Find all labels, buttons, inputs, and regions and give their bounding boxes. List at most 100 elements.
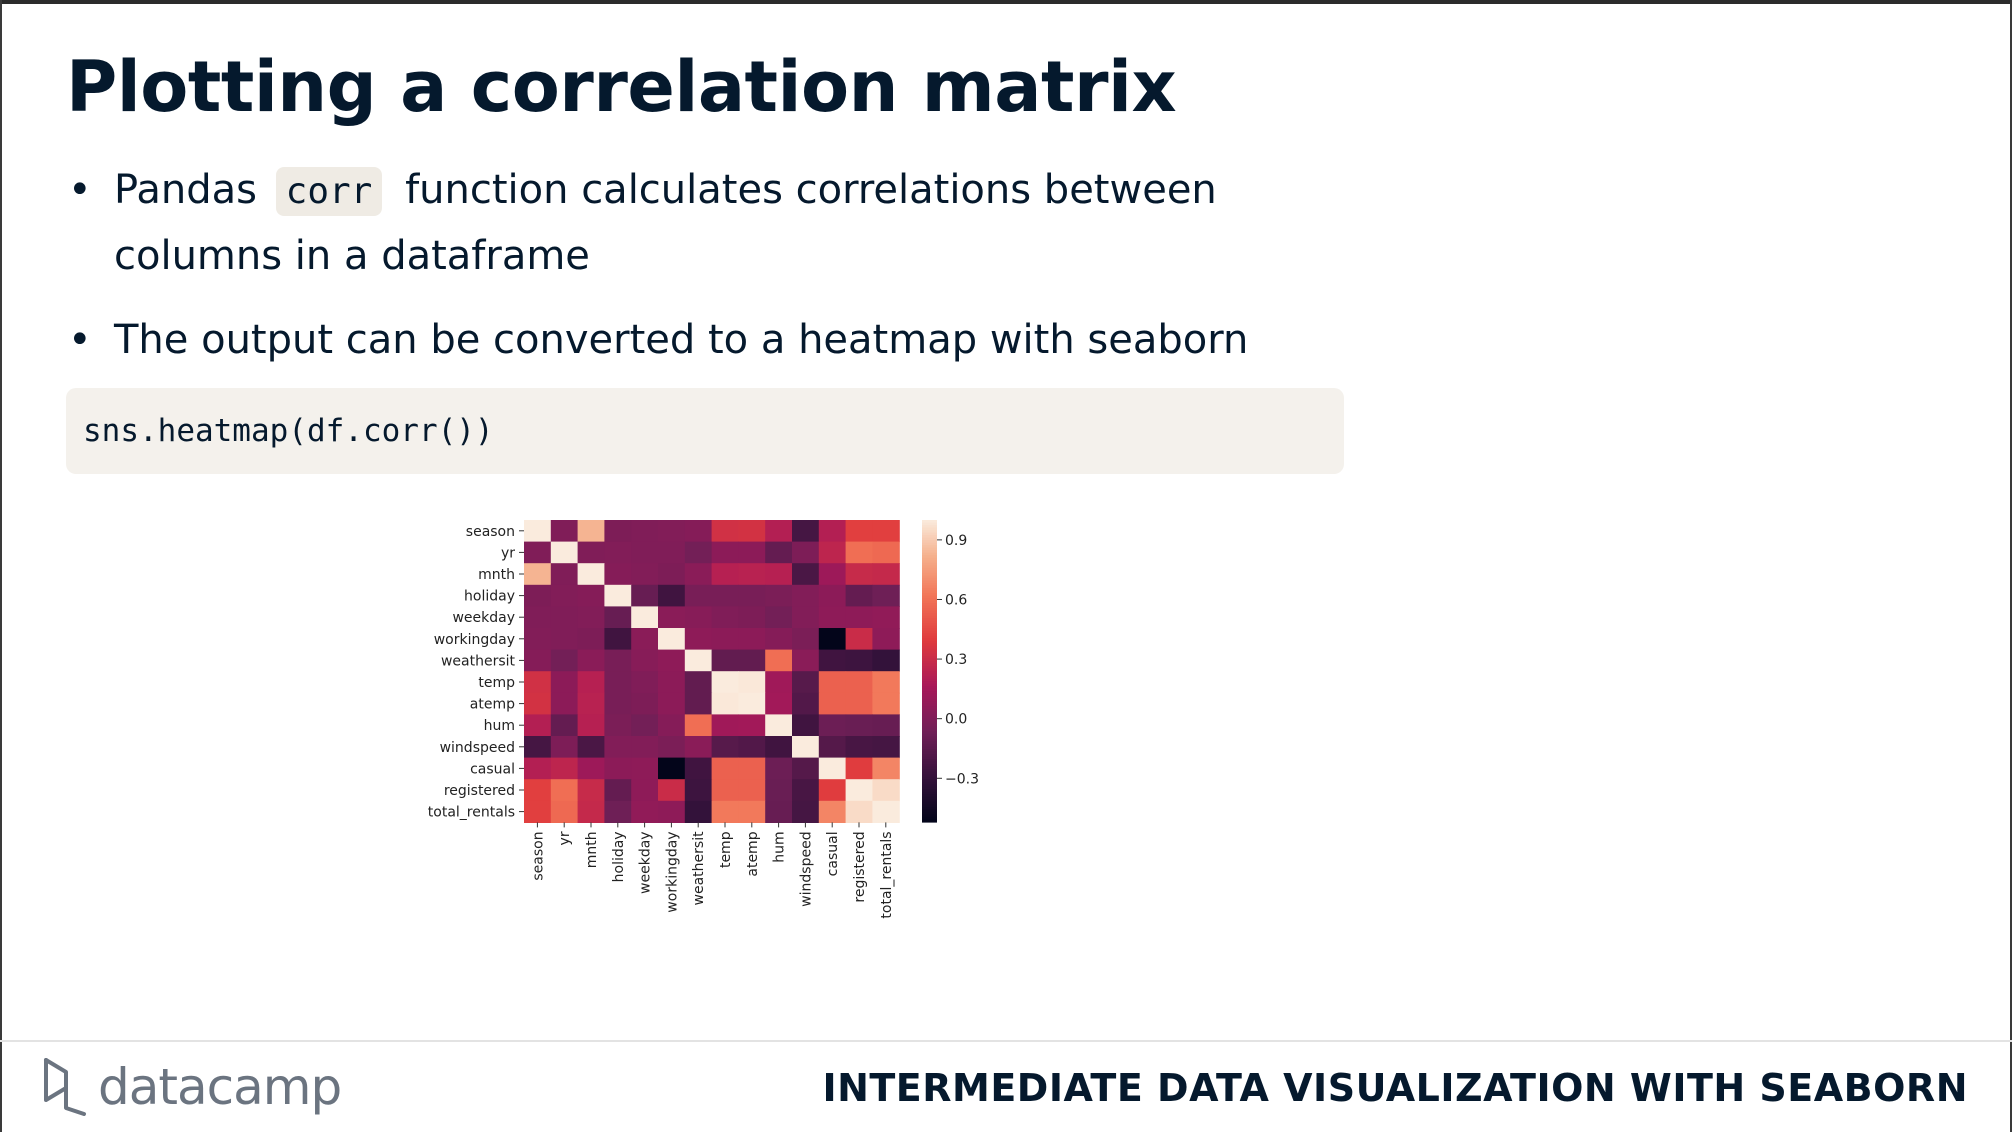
colorbar-tick-label: 0.3 xyxy=(945,652,967,668)
heatmap-cell xyxy=(872,671,900,694)
heatmap-cell xyxy=(524,714,552,737)
colorbar-segment xyxy=(922,726,937,730)
heatmap-cell xyxy=(604,628,632,651)
heatmap-cell xyxy=(845,628,873,651)
y-tick-label: windspeed xyxy=(440,740,515,756)
heatmap-cell xyxy=(604,736,632,759)
bullet-dot: • xyxy=(68,317,92,363)
heatmap-cell xyxy=(792,628,820,651)
heatmap-cell xyxy=(550,563,579,586)
heatmap-cell xyxy=(872,692,900,715)
colorbar-segment xyxy=(922,754,937,758)
heatmap-cell xyxy=(577,714,605,737)
heatmap-cell xyxy=(631,714,659,737)
heatmap-cell xyxy=(577,628,605,651)
heatmap-cell xyxy=(604,779,632,802)
heatmap-cell xyxy=(792,779,820,802)
heatmap-cell xyxy=(872,714,900,737)
colorbar-segment xyxy=(922,525,937,529)
logo-wordmark: datacamp xyxy=(98,1058,342,1116)
colorbar-segment xyxy=(922,806,937,811)
colorbar-segment xyxy=(922,555,937,559)
colorbar-segment xyxy=(922,643,937,647)
colorbar-segment xyxy=(922,746,937,750)
heatmap-cell xyxy=(550,671,579,694)
heatmap-cell xyxy=(631,606,659,629)
colorbar-segment xyxy=(922,688,937,692)
heatmap-cell xyxy=(792,649,820,672)
heatmap-cell xyxy=(658,649,686,672)
heatmap-cell xyxy=(684,541,713,564)
heatmap-cell xyxy=(524,541,552,564)
heatmap-cell xyxy=(524,757,552,780)
x-tick-label: holiday xyxy=(611,831,627,882)
heatmap-cell xyxy=(550,520,579,543)
heatmap-cell xyxy=(845,714,873,737)
bullet-text: The output can be converted to a heatmap… xyxy=(114,317,1249,363)
heatmap-cell xyxy=(738,606,766,629)
heatmap-cell xyxy=(872,736,900,759)
heatmap-cell xyxy=(684,800,713,823)
heatmap-cell xyxy=(765,541,793,564)
heatmap-cell xyxy=(792,714,820,737)
y-tick-label: registered xyxy=(444,783,515,799)
colorbar-segment xyxy=(922,686,937,690)
colorbar-segment xyxy=(922,789,937,793)
heatmap-cell xyxy=(604,671,632,694)
heatmap-cell xyxy=(658,779,686,802)
colorbar-segment xyxy=(922,537,937,541)
heatmap-cell xyxy=(684,757,713,780)
heatmap-cell xyxy=(604,649,632,672)
heatmap-cell xyxy=(604,584,632,607)
heatmap-cell xyxy=(792,606,820,629)
x-tick-label: registered xyxy=(852,831,868,902)
colorbar-segment xyxy=(922,756,937,760)
heatmap-cell xyxy=(818,736,847,759)
heatmap-cell xyxy=(550,779,579,802)
heatmap-cell xyxy=(524,692,552,715)
bullet-item-heatmap: • The output can be converted to a heatm… xyxy=(66,308,1366,372)
heatmap-cell xyxy=(604,714,632,737)
colorbar-segment xyxy=(922,635,937,639)
heatmap-cell xyxy=(711,779,739,802)
colorbar-segment xyxy=(922,598,937,602)
heatmap-cell xyxy=(792,563,820,586)
colorbar-segment xyxy=(922,673,937,677)
window-left-border xyxy=(0,0,2,1132)
heatmap-cell xyxy=(524,671,552,694)
y-tick-label: season xyxy=(466,524,515,540)
heatmap-cell xyxy=(658,757,686,780)
heatmap-cell xyxy=(765,714,793,737)
colorbar-segment xyxy=(922,567,937,571)
heatmap-cell xyxy=(792,520,820,543)
heatmap-cell xyxy=(658,714,686,737)
colorbar-segment xyxy=(922,608,937,612)
bullet-dot: • xyxy=(68,167,92,213)
colorbar-segment xyxy=(922,703,937,707)
heatmap-cell xyxy=(577,584,605,607)
heatmap-cell xyxy=(577,736,605,759)
heatmap-cell xyxy=(818,779,847,802)
heatmap-cell xyxy=(765,692,793,715)
colorbar-segment xyxy=(922,655,937,660)
heatmap-cell xyxy=(872,563,900,586)
colorbar-segment xyxy=(922,708,937,712)
heatmap-cell xyxy=(711,736,739,759)
colorbar-segment xyxy=(922,713,937,717)
heatmap-cell xyxy=(577,606,605,629)
heatmap-cell xyxy=(765,671,793,694)
heatmap-cell xyxy=(631,800,659,823)
heatmap-cell xyxy=(845,606,873,629)
colorbar-segment xyxy=(922,542,937,546)
heatmap-cell xyxy=(872,628,900,651)
colorbar-segment xyxy=(922,743,937,748)
heatmap-cell xyxy=(872,649,900,672)
heatmap-cell xyxy=(684,714,713,737)
heatmap-cell xyxy=(872,800,900,823)
colorbar-segment xyxy=(922,764,937,768)
heatmap-cell xyxy=(577,757,605,780)
colorbar-segment xyxy=(922,560,937,564)
heatmap-cell xyxy=(684,584,713,607)
heatmap-cell xyxy=(684,779,713,802)
